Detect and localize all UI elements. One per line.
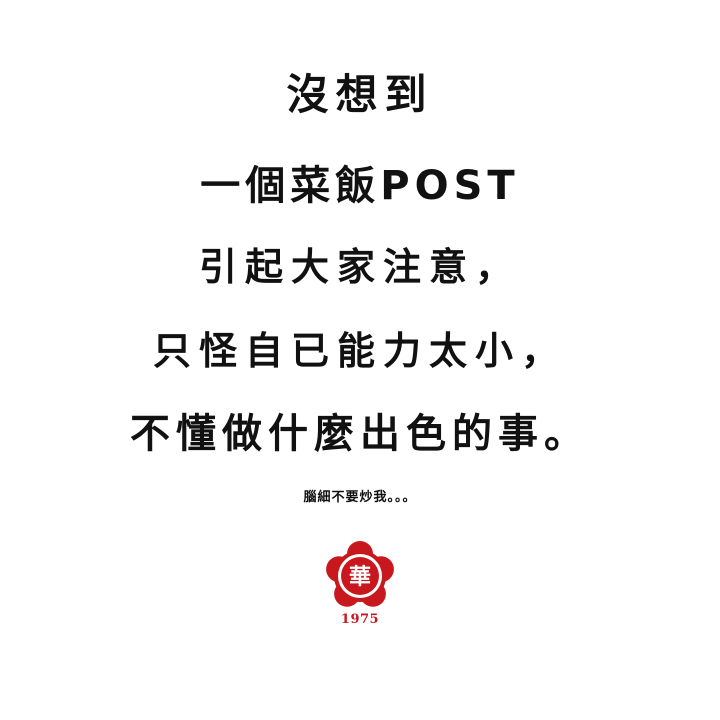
headline-line-1: 沒想到 — [286, 70, 434, 119]
logo-character: 華 — [349, 565, 371, 590]
footnote: 腦細不要炒我。。。 — [303, 490, 417, 505]
brand-year: 1975 — [340, 612, 380, 627]
headline-line-2: 一個菜飯POST — [200, 163, 520, 209]
headline-line-3: 引起大家注意， — [198, 245, 521, 289]
headline-line-4: 只怪自已能力太小， — [152, 329, 567, 373]
plum-blossom-seal-icon: 華 — [324, 540, 396, 612]
headline-line-5: 不懂做什麼出色的事。 — [130, 411, 590, 457]
